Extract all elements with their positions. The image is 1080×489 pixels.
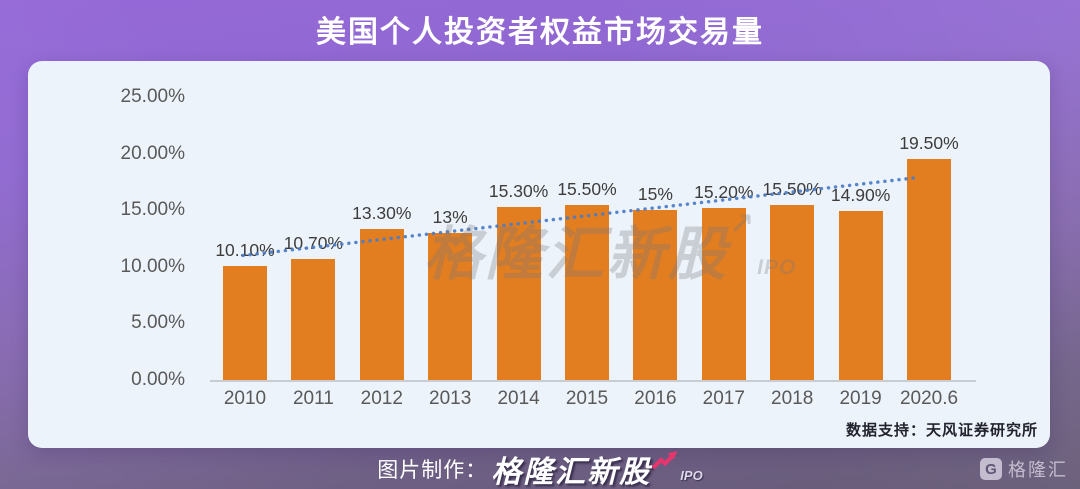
y-tick-label: 0.00% — [131, 369, 185, 390]
stock-arrow-icon — [652, 451, 678, 470]
watermark-arrow-icon: ↗ — [729, 208, 758, 241]
g-logo-letter: G — [985, 460, 997, 478]
x-tick-label: 2017 — [702, 388, 745, 409]
chart-card: 25.00% 20.00% 15.00% 10.00% 5.00% 0.00% 10.10… — [28, 61, 1050, 448]
bar-2020.6 — [907, 159, 951, 380]
source-note: 数据支持：天风证券研究所 — [845, 422, 1038, 439]
bar-2013 — [428, 232, 473, 380]
x-tick-label: 2013 — [429, 388, 472, 409]
gelonghui-logo: G 格隆汇 — [980, 456, 1068, 482]
y-tick-label: 20.00% — [120, 142, 185, 164]
watermark-text: 格隆汇新股 — [424, 222, 730, 287]
x-axis-line — [210, 380, 976, 382]
x-tick-label: 2011 — [292, 388, 334, 409]
y-tick-label: 15.00% — [120, 199, 185, 221]
x-tick-label: 2014 — [497, 388, 540, 409]
x-tick-label: 2015 — [565, 388, 609, 409]
brand-suffix: IPO — [680, 468, 703, 483]
x-tick-label: 2010 — [223, 388, 267, 409]
g-logo-icon: G — [980, 458, 1002, 480]
bar-2010 — [223, 265, 267, 380]
x-tick-label: 2016 — [634, 388, 677, 409]
x-tick-label: 2012 — [360, 388, 403, 409]
y-tick-label: 25.00% — [120, 86, 185, 107]
bar-2012 — [359, 229, 404, 380]
brand-wordmark: 格隆汇新股 — [491, 456, 652, 489]
watermark-suffix: IPO — [757, 256, 797, 279]
x-tick-label: 2018 — [771, 388, 814, 409]
bar-2019 — [838, 211, 883, 380]
bar-2011 — [291, 258, 336, 380]
page-title: 美国个人投资者权益市场交易量 — [316, 16, 764, 49]
watermark: 格隆汇新股↗ IPO — [424, 207, 796, 291]
x-tick-label: 2020.6 — [899, 388, 959, 409]
credit-label: 图片制作： — [377, 459, 488, 482]
bar-value-label: 19.50% — [899, 133, 959, 154]
y-tick-label: 10.00% — [120, 255, 185, 277]
footer: 图片制作： 格隆汇新股 IPO — [0, 449, 1080, 489]
y-tick-label: 5.00% — [131, 312, 185, 334]
x-tick-label: 2019 — [839, 388, 882, 409]
logo-text: 格隆汇 — [1008, 460, 1068, 480]
